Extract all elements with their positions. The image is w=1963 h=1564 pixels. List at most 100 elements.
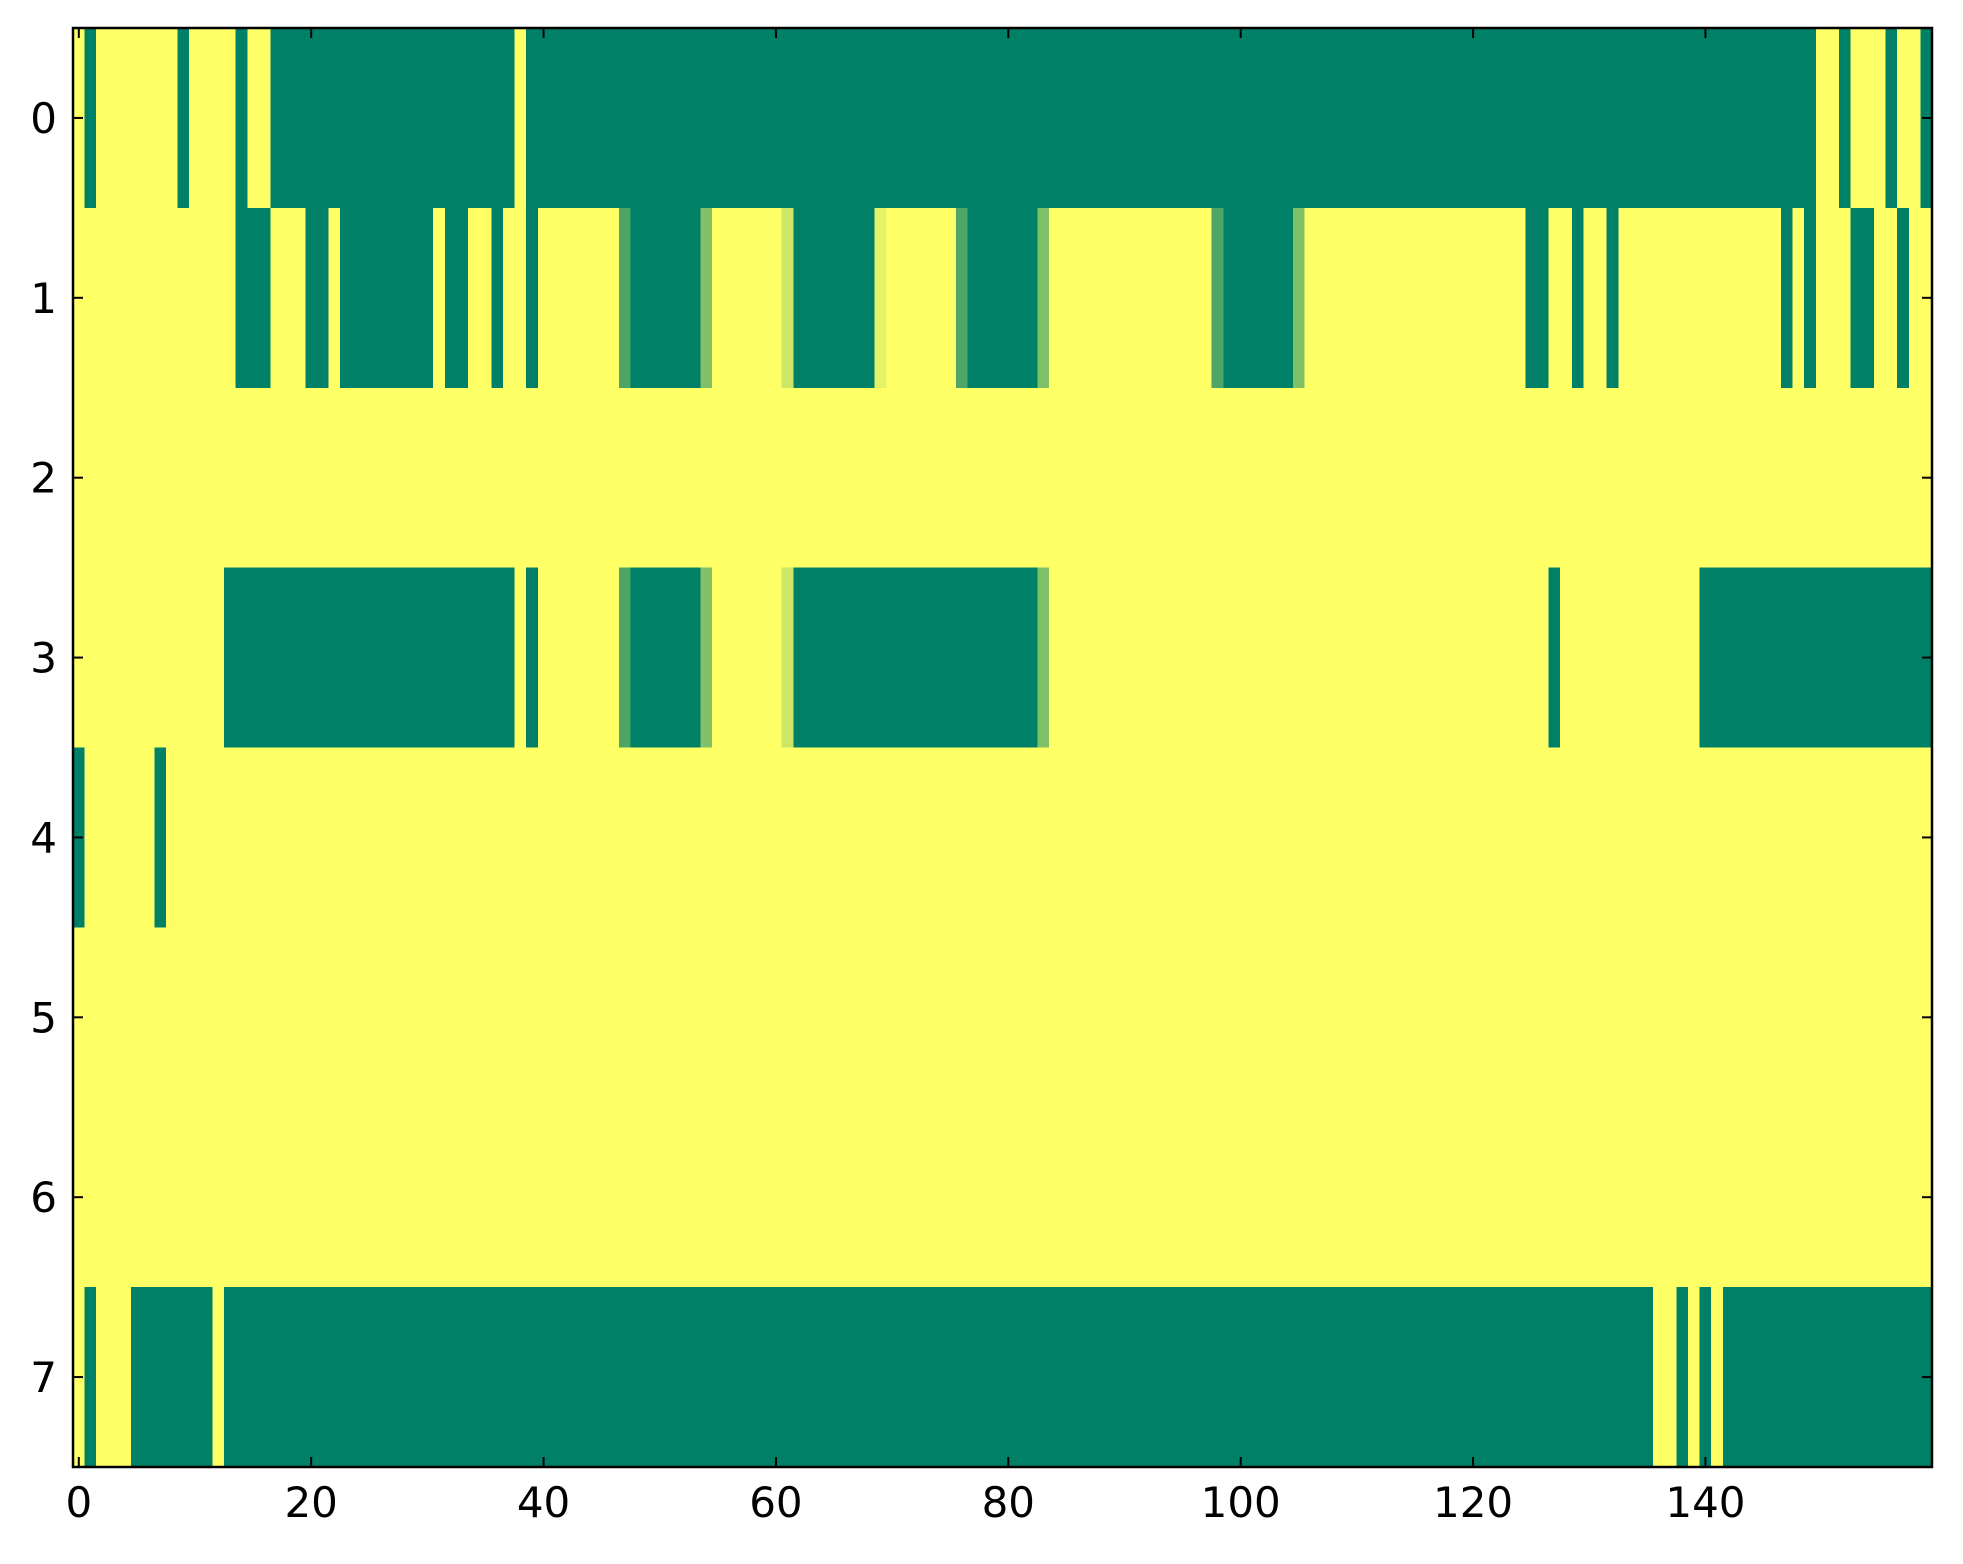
heatmap-cell [1374,567,1387,749]
heatmap-cell [1850,28,1863,209]
heatmap-cell [572,207,585,389]
heatmap-cell [1780,28,1794,209]
heatmap-cell [154,387,167,569]
heatmap-cell [328,567,341,749]
heatmap-cell [979,927,992,1108]
heatmap-cell [1734,387,1747,569]
heatmap-cell [107,567,121,749]
heatmap-cell [398,1107,411,1288]
heatmap-cell [746,747,760,928]
heatmap-cell [1211,567,1224,749]
heatmap-cell [305,1287,318,1468]
heatmap-cell [1908,207,1921,389]
heatmap-cell [363,387,376,569]
heatmap-cell [735,207,748,389]
heatmap-cell [514,1287,527,1468]
heatmap-cell [1513,387,1526,569]
heatmap-cell [804,207,818,389]
heatmap-cell [1095,567,1108,749]
heatmap-cell [1048,747,1062,928]
heatmap-cell [1746,927,1759,1108]
heatmap-cell [479,567,492,749]
heatmap-cell [1746,387,1759,569]
heatmap-cell [781,927,794,1108]
heatmap-cell [502,747,516,928]
heatmap-cell [665,927,678,1108]
x-tick-label: 0 [65,1478,92,1527]
heatmap-cell [1246,567,1259,749]
heatmap-cell [1037,927,1050,1108]
heatmap-cell [851,1107,864,1288]
heatmap-cell [1223,927,1236,1108]
heatmap-cell [433,1107,446,1288]
heatmap-cell [1513,927,1526,1108]
heatmap-cell [1583,1287,1596,1468]
heatmap-cell [700,28,713,209]
heatmap-cell [886,207,899,389]
heatmap-cell [398,927,411,1108]
heatmap-cell [235,1287,248,1468]
heatmap-cell [723,1107,736,1288]
heatmap-cell [1595,747,1608,928]
heatmap-cell [1676,207,1689,389]
heatmap-cell [549,1107,562,1288]
heatmap-cell [804,387,818,569]
heatmap-cell [1327,207,1341,389]
heatmap-cell [758,1287,771,1468]
heatmap-cell [746,1107,760,1288]
heatmap-cell [421,567,434,749]
heatmap-cell [572,567,585,749]
heatmap-cell [363,747,376,928]
heatmap-cell [1908,1107,1921,1288]
heatmap-cell [1722,567,1736,749]
heatmap-cell [363,1287,376,1468]
heatmap-cell [1629,567,1643,749]
heatmap-cell [96,1287,109,1468]
heatmap-cell [200,28,214,209]
heatmap-cell [200,1287,214,1468]
heatmap-cell [1095,1107,1108,1288]
heatmap-cell [677,387,690,569]
heatmap-cell [723,28,736,209]
heatmap-cell [932,28,946,209]
heatmap-cell [165,1287,179,1468]
heatmap-cell [1351,927,1364,1108]
heatmap-cell [1339,1287,1352,1468]
heatmap-cell [1548,207,1561,389]
heatmap-cell [247,927,260,1108]
heatmap-cell [1746,747,1759,928]
heatmap-cell [1525,747,1538,928]
heatmap-cell [1060,927,1073,1108]
heatmap-cell [351,28,365,209]
heatmap-cell [1525,567,1538,749]
heatmap-cell [1281,207,1294,389]
heatmap-cell [665,747,678,928]
heatmap-cell [1444,28,1457,209]
heatmap-cell [468,927,481,1108]
heatmap-cell [1409,207,1422,389]
heatmap-cell [1432,1107,1445,1288]
heatmap-cell [1780,567,1794,749]
heatmap-cell [258,1107,272,1288]
heatmap-cell [584,207,597,389]
heatmap-cell [1234,207,1248,389]
heatmap-cell [1072,927,1085,1108]
heatmap-cell [793,927,806,1108]
heatmap-cell [1269,1287,1282,1468]
heatmap-cell [630,1287,643,1468]
heatmap-cell [107,28,121,209]
heatmap-cell [386,1107,399,1288]
heatmap-cell [1699,927,1712,1108]
x-tick-label: 20 [284,1478,337,1527]
heatmap-cell [235,28,248,209]
heatmap-cell [409,1107,423,1288]
heatmap-cell [851,1287,864,1468]
heatmap-cell [514,387,527,569]
heatmap-cell [1176,1107,1189,1288]
heatmap-cell [1432,28,1445,209]
heatmap-cell [1536,387,1550,569]
heatmap-cell [1025,207,1038,389]
heatmap-cell [1804,387,1817,569]
heatmap-cell [932,927,946,1108]
heatmap-cell [1107,1107,1120,1288]
